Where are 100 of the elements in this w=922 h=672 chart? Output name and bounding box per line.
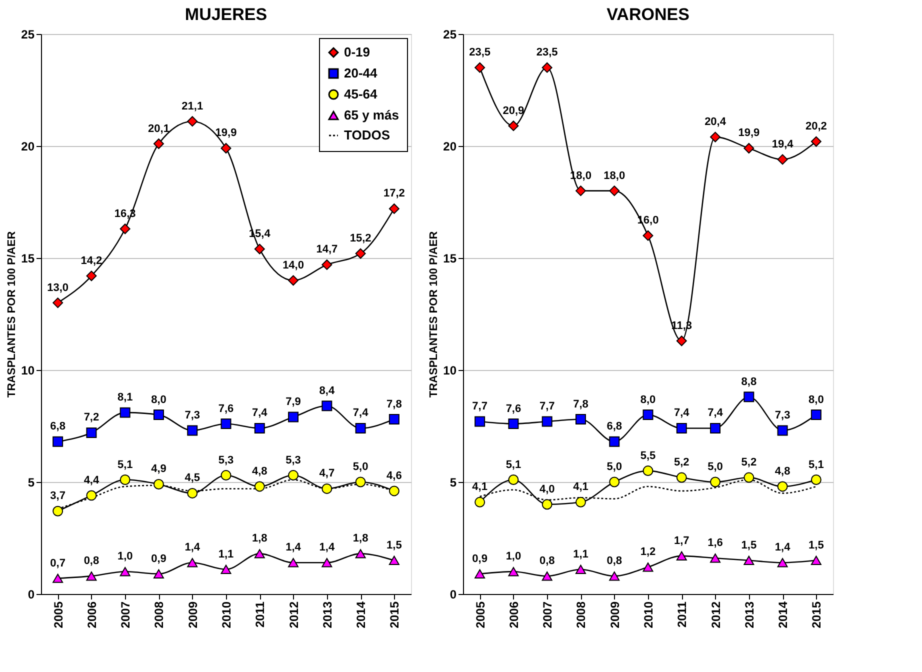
point	[220, 564, 232, 574]
legend-label: 45-64	[344, 86, 378, 102]
point	[810, 556, 822, 566]
point	[322, 558, 332, 568]
point	[575, 564, 586, 574]
point	[744, 392, 754, 402]
point	[322, 483, 332, 494]
point	[288, 275, 299, 286]
data-label: 7,4	[708, 407, 724, 420]
point	[542, 62, 552, 73]
point	[810, 136, 822, 147]
point	[609, 186, 620, 196]
data-label: 7,9	[286, 396, 301, 408]
x-tick-label: 2007	[118, 601, 133, 628]
x-tick-label: 2006	[84, 601, 99, 628]
point	[710, 422, 721, 434]
data-label: 4,8	[774, 465, 790, 478]
x-tick-label: 2013	[742, 601, 756, 628]
data-label: 8,0	[640, 394, 656, 406]
point	[86, 270, 97, 282]
data-label: 13,0	[47, 282, 69, 294]
point	[153, 569, 164, 578]
x-tick-label: 2013	[320, 601, 334, 628]
data-label: 21,1	[182, 100, 204, 112]
x-tick-label: 2008	[152, 601, 166, 628]
data-label: 20,2	[805, 120, 827, 133]
data-label: 1,7	[674, 534, 690, 547]
data-label: 14,0	[282, 259, 304, 272]
point	[676, 422, 687, 434]
data-label: 5,2	[741, 456, 757, 469]
y-tick-label: 15	[21, 252, 35, 266]
data-label: 1,4	[286, 542, 302, 554]
point	[52, 436, 64, 447]
point	[609, 571, 620, 581]
y-axis-title: TRASPLANTES POR 100 P/AER	[428, 231, 440, 398]
x-tick-label: 2014	[354, 601, 368, 628]
data-label: 0,8	[539, 555, 555, 568]
point	[153, 479, 164, 490]
x-tick-label: 2012	[708, 601, 723, 628]
data-label: 4,1	[573, 481, 588, 494]
data-label: 3,7	[50, 490, 66, 502]
data-label: 7,3	[184, 409, 200, 422]
data-label: 1,0	[117, 550, 133, 563]
point	[388, 556, 400, 566]
chart-title: VARONES	[606, 5, 690, 24]
data-label: 7,4	[252, 407, 268, 420]
data-label: 1,4	[319, 542, 336, 554]
point	[474, 62, 486, 73]
data-label: 6,8	[606, 420, 622, 433]
point	[120, 474, 130, 485]
data-label: 8,1	[117, 392, 133, 404]
y-tick-label: 15	[443, 252, 457, 266]
data-label: 1,5	[808, 539, 824, 552]
point	[52, 506, 64, 516]
data-label: 23,5	[536, 46, 558, 59]
point	[575, 414, 586, 425]
data-label: 5,1	[117, 458, 133, 471]
data-label: 1,8	[352, 532, 368, 545]
point	[474, 416, 486, 427]
point	[187, 488, 198, 498]
y-axis-title: TRASPLANTES POR 100 P/AER	[6, 231, 18, 398]
data-label: 1,6	[708, 537, 723, 550]
data-label: 1,1	[218, 548, 234, 560]
y-tick-label: 10	[21, 364, 35, 378]
point	[474, 496, 486, 508]
point	[744, 556, 754, 566]
data-label: 1,4	[184, 542, 201, 554]
data-label: 0,7	[50, 557, 66, 570]
point	[254, 481, 265, 492]
data-label: 6,8	[50, 420, 66, 433]
point	[542, 571, 552, 581]
point	[322, 259, 332, 270]
data-label: 20,9	[502, 104, 524, 117]
point	[220, 470, 232, 481]
data-label: 5,0	[352, 461, 368, 473]
point	[744, 472, 754, 483]
point	[575, 186, 586, 196]
point	[254, 422, 265, 434]
data-label: 7,7	[472, 400, 488, 413]
data-label: 7,6	[218, 402, 234, 415]
point	[322, 400, 332, 412]
point	[777, 154, 788, 165]
point	[508, 566, 519, 576]
x-tick-label: 2005	[51, 601, 66, 628]
data-label: 5,1	[506, 458, 522, 471]
point	[508, 120, 519, 132]
x-tick-label: 2010	[642, 601, 656, 628]
data-label: 8,4	[319, 384, 336, 397]
point	[542, 499, 552, 510]
data-label: 4,5	[184, 472, 200, 484]
data-label: 7,4	[352, 407, 370, 420]
point	[676, 336, 687, 346]
point	[676, 472, 687, 483]
data-label: 14,2	[80, 254, 102, 267]
y-tick-label: 10	[443, 364, 457, 378]
point	[355, 476, 366, 488]
data-label: 7,4	[674, 407, 690, 420]
data-label: 8,0	[808, 394, 824, 406]
point	[542, 416, 552, 427]
point	[642, 230, 654, 241]
